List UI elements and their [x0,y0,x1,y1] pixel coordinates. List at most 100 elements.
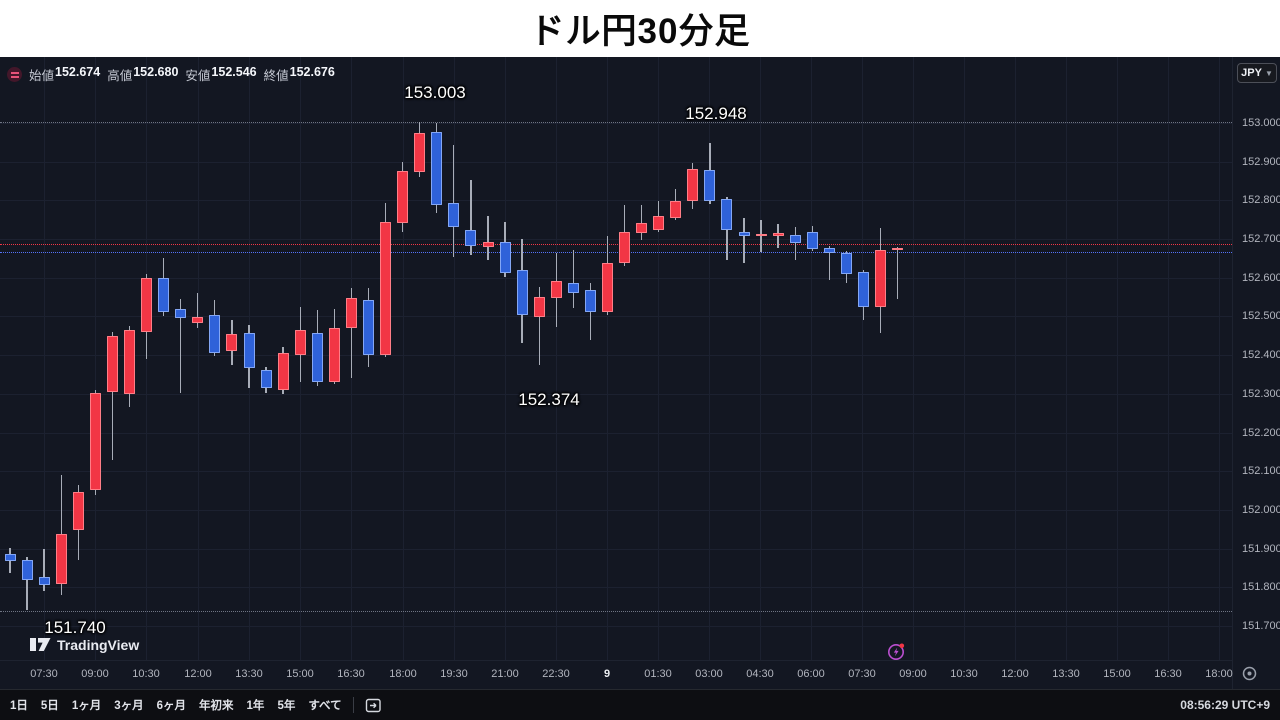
candle-wick [470,179,472,255]
candle-body [533,297,545,317]
time-tick-label: 04:30 [746,668,774,680]
candle-body [755,234,767,237]
candle-body [209,314,221,353]
time-tick-label: 18:00 [1205,668,1233,680]
time-tick-label: 12:00 [184,668,212,680]
price-tick-label: 151.700 [1242,620,1280,632]
vertical-gridline [913,57,914,660]
candle-wick [43,548,45,592]
candle-body [738,232,750,236]
range-button[interactable]: 6ヶ月 [156,700,187,712]
candle-body [823,248,835,253]
candle-body [175,309,187,318]
range-button[interactable]: 1日 [10,700,28,712]
candle-body [516,270,528,315]
time-tick-label: 13:30 [235,668,263,680]
candle-body [619,232,630,264]
price-tick-label: 151.900 [1242,542,1280,555]
vertical-gridline [709,57,710,660]
candle-body [704,170,716,202]
ohlc-legend[interactable]: 始値 152.674 高値 152.680 安値 152.546 終値 152.676 [7,65,335,84]
candle-wick [743,218,745,264]
range-buttons: 1日 5日 1ヶ月 3ヶ月 6ヶ月 年初来 1年 5年 すべて [10,697,342,713]
page-title: ドル円30分足 [529,12,751,51]
price-tick-label: 152.400 [1242,349,1280,362]
vertical-gridline [760,57,761,660]
candle-wick [26,557,28,611]
candle-wick [197,293,199,328]
price-tick-label: 152.200 [1242,426,1280,439]
candle-body [892,248,904,251]
tradingview-logo[interactable]: TradingView [30,637,139,653]
horizontal-gridline [0,548,1232,550]
candle-body [806,232,818,250]
time-tick-label: 19:30 [440,668,468,680]
time-axis[interactable]: 07:30 09:00 10:30 12:00 13:30 15:00 16:30 18:00… [0,660,1233,689]
vertical-gridline [964,57,965,660]
chart-canvas[interactable]: 153.003 152.948 152.374 151.740 始値 152.674 高… [0,57,1232,660]
candle-wick [453,145,455,257]
price-annotation: 151.740 [44,618,106,637]
candle-body [858,272,869,307]
candle-body [4,554,16,561]
range-button[interactable]: 5年 [277,700,296,712]
candle-body [158,278,170,313]
candle-body [653,215,665,231]
goto-date-icon[interactable] [365,697,382,714]
candle-body [499,242,511,274]
time-tick-label: 09:00 [899,668,927,680]
time-tick-label: 21:00 [491,668,519,680]
candle-body [431,131,443,205]
horizontal-gridline [0,587,1232,589]
candle-body [602,263,613,313]
candle-body [106,335,118,392]
price-tick-label: 152.700 [1242,233,1280,246]
low-label: 安値 [185,69,211,83]
candle-body [567,283,579,293]
price-axis[interactable]: 153.000 152.900 152.800 152.700 152.600 152.5… [1232,57,1280,689]
time-tick-label: 03:00 [695,668,723,680]
candle-body [840,253,852,274]
bottom-toolbar: 1日 5日 1ヶ月 3ヶ月 6ヶ月 年初来 1年 5年 すべて 08:56:29 UTC+9 [0,689,1280,720]
range-button[interactable]: すべて [308,700,342,712]
horizontal-gridline [0,355,1232,357]
horizontal-gridline [0,432,1232,434]
candle-body [414,133,426,173]
candle-body [636,223,648,233]
price-tick-label: 152.100 [1242,465,1280,478]
candle-body [260,369,272,388]
price-tick-label: 152.300 [1242,387,1280,400]
tradingview-mark-icon [30,638,51,651]
horizontal-gridline [0,277,1232,279]
currency-dropdown[interactable]: JPY ▼ [1237,63,1277,83]
range-button[interactable]: 年初来 [199,700,234,712]
candle-wick [896,246,899,299]
candle-wick [794,227,796,260]
candle-wick [828,246,831,280]
range-button[interactable]: 1年 [246,700,265,712]
vertical-gridline [1015,57,1016,660]
time-tick-label: 16:30 [1154,668,1182,680]
live-stream-icon[interactable] [887,642,906,660]
candle-wick [572,249,574,308]
price-level-line [0,121,1232,123]
range-button[interactable]: 3ヶ月 [114,700,144,712]
time-tick-label: 15:00 [286,668,314,680]
vertical-gridline [403,57,404,660]
horizontal-gridline [0,123,1232,124]
chevron-down-icon: ▼ [1264,68,1273,78]
vertical-gridline [811,57,812,660]
horizontal-gridline [0,393,1232,395]
price-tick-label: 152.900 [1242,155,1280,168]
candle-body [687,169,699,202]
range-button[interactable]: 1ヶ月 [71,700,102,712]
time-tick-label: 10:30 [950,668,978,680]
axis-settings-gear-icon[interactable] [1241,665,1258,687]
vertical-gridline [1219,57,1220,660]
candle-body [21,559,33,580]
range-button[interactable]: 5日 [40,700,59,712]
price-level-line [0,251,1232,253]
price-tick-label: 152.500 [1242,310,1280,323]
price-tick-label: 153.000 [1242,117,1280,129]
high-label: 高値 [107,69,133,83]
